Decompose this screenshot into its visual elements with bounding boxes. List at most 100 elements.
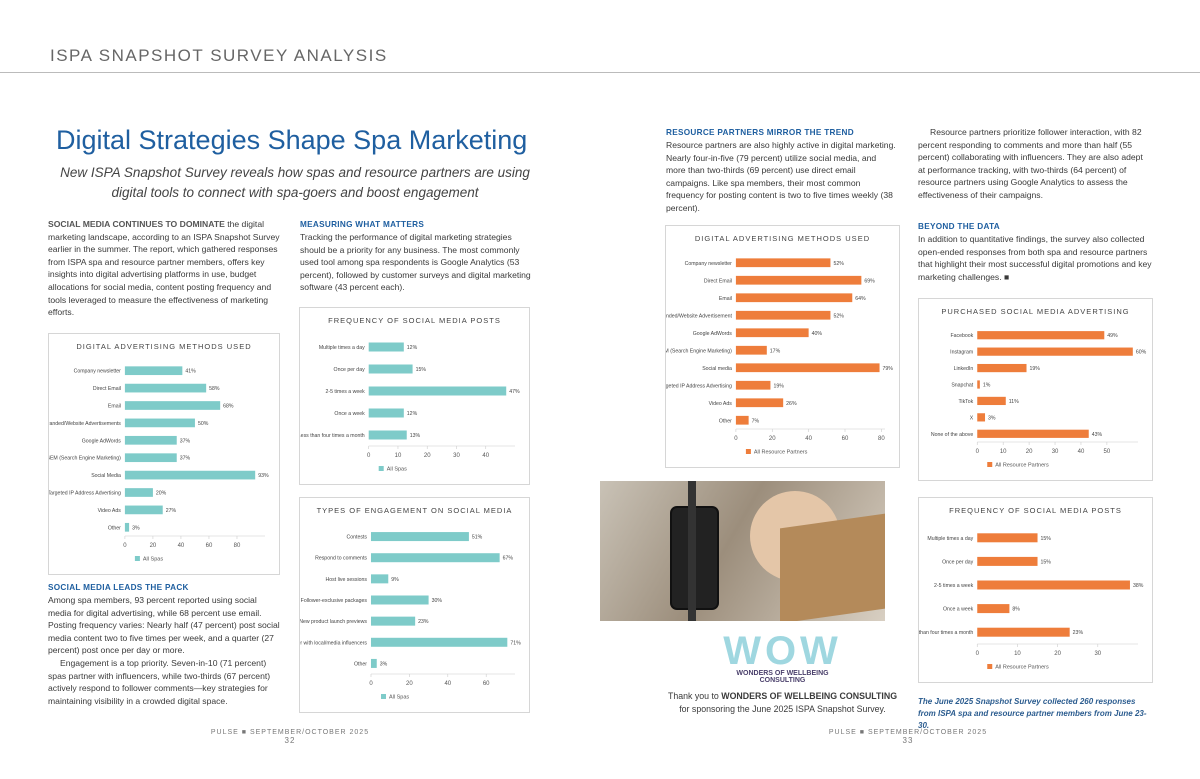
x-tick-label: 80 [234, 543, 241, 549]
category-label: SEM (Search Engine Marketing) [49, 456, 121, 462]
category-label: Once per day [334, 367, 366, 373]
chart-title: PURCHASED SOCIAL MEDIA ADVERTISING [941, 307, 1129, 316]
bar [370, 595, 429, 605]
category-label: Multiple times a day [927, 536, 973, 542]
sponsor-text: Thank you to WONDERS OF WELLBEING CONSUL… [665, 690, 900, 716]
bar [370, 574, 389, 584]
x-tick-label: 40 [178, 543, 185, 549]
bar [370, 658, 377, 668]
value-label: 30% [432, 598, 443, 604]
section-heading: SOCIAL MEDIA LEADS THE PACK [48, 583, 189, 592]
chart: DIGITAL ADVERTISING METHODS USED 0 20 40 60 8… [44, 342, 269, 563]
value-label: 79% [883, 366, 894, 372]
legend-label: All Resource Partners [754, 450, 808, 456]
bar [368, 386, 507, 396]
value-label: 37% [180, 456, 191, 462]
paragraph: Resource partners prioritize follower in… [918, 127, 1143, 200]
bar [977, 580, 1130, 590]
value-label: 15% [1041, 559, 1052, 565]
bar [977, 347, 1133, 356]
bar [735, 258, 831, 268]
chart-title: FREQUENCY OF SOCIAL MEDIA POSTS [328, 316, 501, 325]
x-tick-label: 50 [1104, 449, 1111, 455]
intro-lead: SOCIAL MEDIA CONTINUES TO DOMINATE [48, 219, 225, 229]
x-tick-label: 80 [878, 436, 885, 442]
value-label: 71% [510, 640, 521, 646]
bar [735, 310, 831, 320]
value-label: 3% [988, 415, 996, 421]
header-title: ISPA SNAPSHOT SURVEY ANALYSIS [50, 46, 388, 65]
x-tick-label: 0 [976, 449, 980, 455]
category-label: Branded/Website Advertisement [666, 313, 732, 319]
x-tick-label: 60 [206, 543, 213, 549]
section-heading: MEASURING WHAT MATTERS [300, 220, 425, 229]
category-label: Branded/Website Advertisements [49, 421, 121, 427]
paragraph: Tracking the performance of digital mark… [300, 232, 531, 293]
value-label: 11% [1009, 399, 1019, 405]
bar [977, 533, 1038, 543]
survey-note: The June 2025 Snapshot Survey collected … [918, 697, 1147, 730]
section: SOCIAL MEDIA LEADS THE PACK Among spa me… [48, 582, 280, 707]
bar [124, 383, 207, 393]
value-label: 58% [209, 386, 220, 392]
x-tick-label: 0 [734, 436, 738, 442]
x-tick-label: 30 [1052, 449, 1059, 455]
intro-text: the digital marketing landscape, accordi… [48, 219, 280, 318]
sponsor-name: WONDERS OF WELLBEING CONSULTING [721, 691, 898, 701]
x-tick-label: 0 [369, 681, 373, 687]
category-label: Targeted IP Address Advertising [666, 383, 732, 389]
bar [368, 430, 407, 440]
value-label: 47% [509, 389, 520, 395]
x-tick-label: 40 [1078, 449, 1085, 455]
chart-title: FREQUENCY OF SOCIAL MEDIA POSTS [949, 506, 1122, 515]
bar [370, 637, 508, 647]
value-label: 49% [1107, 333, 1118, 339]
category-label: 2-5 times a week [934, 583, 974, 589]
value-label: 15% [1041, 536, 1052, 542]
value-label: 41% [185, 369, 196, 375]
section: Resource partners prioritize follower in… [918, 126, 1152, 202]
category-label: TikTok [958, 399, 973, 405]
x-tick-label: 0 [123, 543, 127, 549]
bar [124, 453, 177, 463]
chart: TYPES OF ENGAGEMENT ON SOCIAL MEDIA 0 20 40… [285, 506, 521, 701]
value-label: 3% [132, 525, 140, 531]
bar [735, 380, 771, 390]
value-label: 68% [223, 404, 234, 410]
bar [124, 505, 163, 515]
value-label: 40% [812, 331, 823, 337]
x-tick-label: 20 [769, 436, 776, 442]
photo-box [780, 513, 885, 621]
legend-swatch [380, 694, 386, 699]
header-rule [0, 72, 1200, 73]
section: BEYOND THE DATA In addition to quantitat… [918, 221, 1152, 283]
x-tick-label: 60 [483, 681, 490, 687]
legend-label: All Spas [387, 467, 407, 473]
category-label: Company newsletter [685, 261, 733, 267]
x-tick-label: 40 [482, 453, 489, 459]
bar [124, 488, 153, 497]
category-label: Direct Email [704, 278, 732, 284]
value-label: 93% [258, 473, 269, 479]
bar [977, 604, 1010, 614]
logo-text: WONDERS OF WELLBEING [736, 670, 829, 677]
footer-right: PULSE ■ SEPTEMBER/OCTOBER 2025 33 [808, 729, 1008, 745]
category-label: Video Ads [98, 508, 122, 514]
value-label: 12% [407, 345, 418, 351]
value-label: 64% [855, 296, 866, 302]
footer-text: PULSE ■ SEPTEMBER/OCTOBER 2025 [210, 729, 370, 736]
paragraph: Resource partners are also highly active… [666, 140, 896, 213]
value-label: 7% [752, 418, 760, 424]
photo-stand [688, 481, 696, 621]
footer-left: PULSE ■ SEPTEMBER/OCTOBER 2025 32 [190, 729, 390, 745]
bar [368, 408, 404, 418]
bar [977, 396, 1006, 406]
value-label: 20% [156, 491, 167, 497]
category-label: New product launch previews [300, 619, 367, 625]
logo-text: CONSULTING [759, 677, 806, 684]
x-tick-label: 60 [842, 436, 849, 442]
category-label: LinkedIn [954, 366, 974, 372]
paragraph: Among spa members, 93 percent reported u… [48, 595, 280, 656]
sponsor-after: for sponsoring the June 2025 ISPA Snapsh… [679, 704, 886, 714]
value-label: 37% [180, 438, 191, 444]
